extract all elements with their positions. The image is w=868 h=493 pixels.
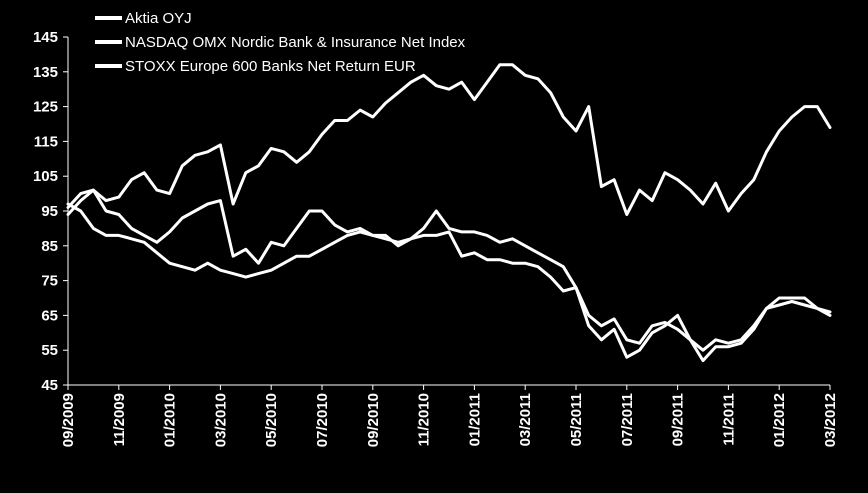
y-tick-label: 45 [41, 377, 58, 394]
y-tick-label: 135 [33, 64, 58, 81]
x-tick-label: 03/2012 [822, 393, 839, 447]
x-tick-label: 09/2011 [670, 393, 687, 446]
legend-label: NASDAQ OMX Nordic Bank & Insurance Net I… [125, 34, 466, 51]
y-tick-label: 145 [33, 29, 58, 46]
series-line-1 [66, 63, 832, 216]
y-tick-label: 65 [41, 307, 58, 324]
x-tick-label: 05/2011 [568, 393, 585, 446]
x-tick-label: 05/2010 [263, 393, 280, 447]
x-tick-label: 07/2011 [619, 393, 636, 446]
x-tick-label: 11/2010 [416, 393, 433, 446]
x-axis-ticks: 09/2009 11/2009 01/2010 03/2010 05/2010 07/20… [60, 385, 839, 447]
x-tick-label: 01/2011 [466, 393, 483, 446]
legend: Aktia OYJ NASDAQ OMX Nordic Bank & Insura… [95, 10, 466, 75]
x-tick-label: 01/2012 [771, 393, 788, 447]
x-tick-label: 11/2009 [111, 393, 128, 446]
x-tick-label: 09/2009 [60, 393, 77, 447]
x-tick-label: 11/2011 [720, 393, 737, 446]
y-tick-label: 105 [33, 168, 58, 185]
y-tick-label: 75 [41, 273, 58, 290]
y-tick-label: 55 [41, 342, 58, 359]
legend-label: STOXX Europe 600 Banks Net Return EUR [125, 58, 416, 75]
y-axis-ticks: 145 135 125 115 105 95 85 75 65 55 45 [33, 29, 68, 394]
y-tick-label: 115 [34, 133, 58, 150]
series-line-3 [66, 202, 832, 363]
x-tick-label: 07/2010 [314, 393, 331, 447]
y-tick-label: 125 [33, 99, 58, 116]
y-tick-label: 95 [41, 203, 58, 220]
x-tick-label: 03/2010 [212, 393, 229, 447]
x-tick-label: 01/2010 [162, 393, 179, 447]
y-tick-label: 85 [41, 238, 58, 255]
series-lines [66, 63, 832, 363]
x-tick-label: 09/2010 [365, 393, 382, 447]
x-tick-label: 03/2011 [517, 393, 534, 446]
legend-label: Aktia OYJ [125, 10, 192, 27]
series-line-2 [66, 188, 832, 352]
